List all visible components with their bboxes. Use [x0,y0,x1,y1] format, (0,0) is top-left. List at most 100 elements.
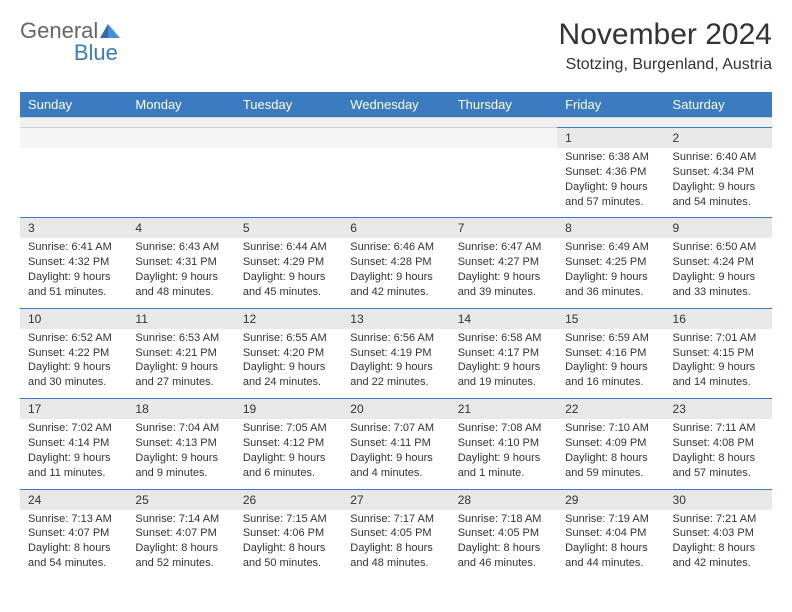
sunset-text: Sunset: 4:28 PM [350,255,441,270]
day-number-cell: 3 [20,218,127,239]
day-data-cell: Sunrise: 7:05 AMSunset: 4:12 PMDaylight:… [235,419,342,489]
sunset-text: Sunset: 4:32 PM [28,255,119,270]
sunrise-text: Sunrise: 7:13 AM [28,512,119,527]
day-data-cell: Sunrise: 6:49 AMSunset: 4:25 PMDaylight:… [557,238,664,308]
sunset-text: Sunset: 4:16 PM [565,346,656,361]
sunset-text: Sunset: 4:17 PM [458,346,549,361]
sunrise-text: Sunrise: 6:41 AM [28,240,119,255]
weekday-header: Tuesday [235,92,342,118]
day-number-cell: 28 [450,489,557,510]
day-number-cell: 10 [20,308,127,329]
day-data-cell: Sunrise: 7:18 AMSunset: 4:05 PMDaylight:… [450,510,557,579]
sunrise-text: Sunrise: 7:04 AM [135,421,226,436]
day-number-cell: 15 [557,308,664,329]
day-data-cell: Sunrise: 7:01 AMSunset: 4:15 PMDaylight:… [665,329,772,399]
day-data-cell [342,148,449,218]
day-data-cell: Sunrise: 6:44 AMSunset: 4:29 PMDaylight:… [235,238,342,308]
day-number-cell: 22 [557,399,664,420]
day-number-cell [450,128,557,149]
sunrise-text: Sunrise: 7:07 AM [350,421,441,436]
sunset-text: Sunset: 4:05 PM [458,526,549,541]
spacer-row [20,118,772,128]
daylight-text: Daylight: 9 hours and 19 minutes. [458,360,549,390]
daylight-text: Daylight: 9 hours and 6 minutes. [243,451,334,481]
sunrise-text: Sunrise: 7:01 AM [673,331,764,346]
sunset-text: Sunset: 4:31 PM [135,255,226,270]
day-number-cell: 21 [450,399,557,420]
day-data-cell: Sunrise: 7:04 AMSunset: 4:13 PMDaylight:… [127,419,234,489]
day-number-cell [342,128,449,149]
daylight-text: Daylight: 8 hours and 48 minutes. [350,541,441,571]
daylight-text: Daylight: 9 hours and 27 minutes. [135,360,226,390]
day-number-cell: 20 [342,399,449,420]
day-number-row: 3456789 [20,218,772,239]
weekday-header: Friday [557,92,664,118]
daylight-text: Daylight: 9 hours and 45 minutes. [243,270,334,300]
day-data-cell: Sunrise: 6:40 AMSunset: 4:34 PMDaylight:… [665,148,772,218]
sunrise-text: Sunrise: 6:49 AM [565,240,656,255]
daylight-text: Daylight: 8 hours and 50 minutes. [243,541,334,571]
daylight-text: Daylight: 9 hours and 33 minutes. [673,270,764,300]
daylight-text: Daylight: 9 hours and 9 minutes. [135,451,226,481]
day-data-cell: Sunrise: 6:47 AMSunset: 4:27 PMDaylight:… [450,238,557,308]
title-block: November 2024 Stotzing, Burgenland, Aust… [559,18,772,74]
day-data-cell: Sunrise: 6:53 AMSunset: 4:21 PMDaylight:… [127,329,234,399]
day-data-row: Sunrise: 6:41 AMSunset: 4:32 PMDaylight:… [20,238,772,308]
sunset-text: Sunset: 4:10 PM [458,436,549,451]
day-data-row: Sunrise: 6:38 AMSunset: 4:36 PMDaylight:… [20,148,772,218]
day-number-cell: 16 [665,308,772,329]
sunset-text: Sunset: 4:06 PM [243,526,334,541]
day-number-cell: 5 [235,218,342,239]
daylight-text: Daylight: 9 hours and 11 minutes. [28,451,119,481]
weekday-header: Saturday [665,92,772,118]
sunset-text: Sunset: 4:14 PM [28,436,119,451]
sunset-text: Sunset: 4:05 PM [350,526,441,541]
calendar-body: 12Sunrise: 6:38 AMSunset: 4:36 PMDayligh… [20,128,772,579]
daylight-text: Daylight: 9 hours and 36 minutes. [565,270,656,300]
daylight-text: Daylight: 9 hours and 48 minutes. [135,270,226,300]
logo-text-2: Blue [74,40,118,65]
day-number-cell: 2 [665,128,772,149]
day-data-cell: Sunrise: 6:43 AMSunset: 4:31 PMDaylight:… [127,238,234,308]
day-data-cell: Sunrise: 7:02 AMSunset: 4:14 PMDaylight:… [20,419,127,489]
daylight-text: Daylight: 9 hours and 16 minutes. [565,360,656,390]
logo-text-2-wrap: GeneBlue [20,40,118,66]
daylight-text: Daylight: 9 hours and 57 minutes. [565,180,656,210]
location: Stotzing, Burgenland, Austria [559,56,772,74]
sunrise-text: Sunrise: 7:11 AM [673,421,764,436]
day-number-cell: 6 [342,218,449,239]
daylight-text: Daylight: 9 hours and 14 minutes. [673,360,764,390]
day-data-cell [235,148,342,218]
sunrise-text: Sunrise: 7:15 AM [243,512,334,527]
day-data-cell: Sunrise: 6:59 AMSunset: 4:16 PMDaylight:… [557,329,664,399]
day-number-row: 12 [20,128,772,149]
day-number-cell: 18 [127,399,234,420]
weekday-header: Monday [127,92,234,118]
sunset-text: Sunset: 4:19 PM [350,346,441,361]
sunrise-text: Sunrise: 7:02 AM [28,421,119,436]
day-number-row: 10111213141516 [20,308,772,329]
day-data-cell: Sunrise: 7:10 AMSunset: 4:09 PMDaylight:… [557,419,664,489]
sunrise-text: Sunrise: 6:53 AM [135,331,226,346]
sunrise-text: Sunrise: 6:55 AM [243,331,334,346]
day-data-cell: Sunrise: 7:15 AMSunset: 4:06 PMDaylight:… [235,510,342,579]
day-data-cell [127,148,234,218]
sunset-text: Sunset: 4:03 PM [673,526,764,541]
sunset-text: Sunset: 4:11 PM [350,436,441,451]
day-number-cell: 29 [557,489,664,510]
sunset-text: Sunset: 4:34 PM [673,165,764,180]
day-number-cell: 23 [665,399,772,420]
sunset-text: Sunset: 4:29 PM [243,255,334,270]
sunrise-text: Sunrise: 6:38 AM [565,150,656,165]
sunset-text: Sunset: 4:21 PM [135,346,226,361]
sunrise-text: Sunrise: 6:47 AM [458,240,549,255]
day-data-cell: Sunrise: 7:08 AMSunset: 4:10 PMDaylight:… [450,419,557,489]
daylight-text: Daylight: 9 hours and 51 minutes. [28,270,119,300]
day-number-cell: 1 [557,128,664,149]
day-data-cell: Sunrise: 7:13 AMSunset: 4:07 PMDaylight:… [20,510,127,579]
day-data-cell: Sunrise: 6:52 AMSunset: 4:22 PMDaylight:… [20,329,127,399]
day-number-cell [235,128,342,149]
sunset-text: Sunset: 4:24 PM [673,255,764,270]
sunrise-text: Sunrise: 6:56 AM [350,331,441,346]
sunrise-text: Sunrise: 7:10 AM [565,421,656,436]
